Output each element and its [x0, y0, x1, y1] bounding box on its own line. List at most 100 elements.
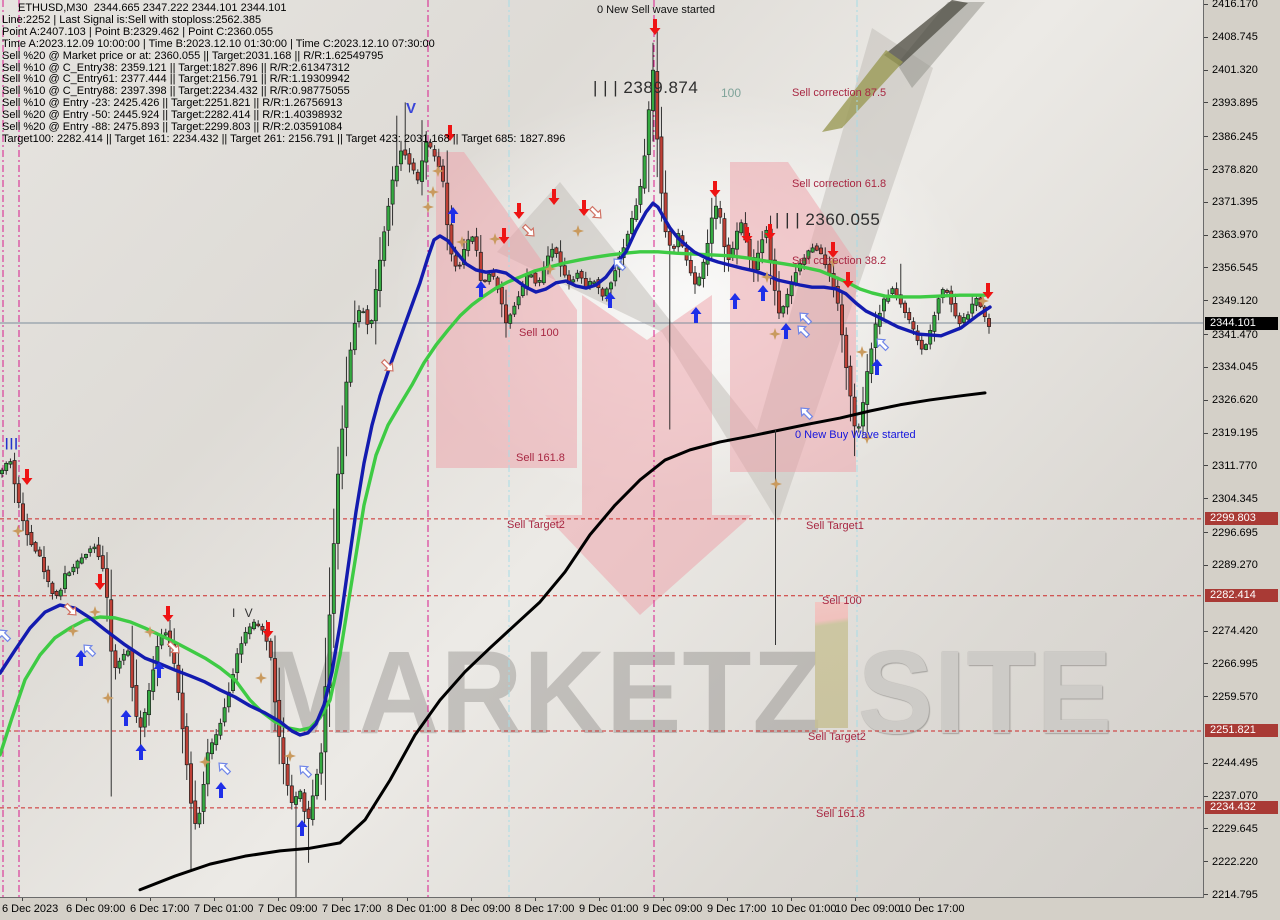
bull-candle	[394, 165, 399, 182]
bull-candle	[882, 298, 886, 312]
bull-candle	[147, 690, 151, 716]
bear-candle	[105, 568, 109, 598]
buy-arrow-icon	[215, 782, 227, 798]
sell-hollow-arrow-icon	[83, 644, 97, 658]
bull-candle	[88, 548, 93, 553]
star-icon	[284, 750, 296, 762]
bear-candle	[667, 231, 672, 246]
bear-candle	[844, 334, 849, 369]
price-axis[interactable]: 2416.170 2408.745 2401.320 2393.895 2386.245…	[1204, 0, 1280, 901]
bull-candle	[470, 236, 475, 242]
time-label: 7 Dec 01:00	[194, 903, 254, 915]
time-label: 6 Dec 17:00	[130, 903, 190, 915]
bear-candle	[277, 699, 282, 737]
bull-candle	[247, 626, 252, 635]
sell-arrow-icon	[842, 272, 854, 288]
price-tick	[1204, 828, 1208, 830]
sell-arrow-icon	[444, 125, 456, 141]
buy-arrow-icon	[447, 207, 459, 223]
bull-candle	[508, 314, 513, 324]
bear-candle	[533, 272, 538, 284]
bear-candle	[100, 555, 105, 569]
sell-hollow-arrow-icon	[797, 325, 811, 339]
bear-candle	[25, 520, 30, 536]
buy-arrow-icon	[135, 744, 147, 760]
bull-candle	[936, 298, 941, 314]
bull-candle	[604, 288, 609, 297]
bear-candle	[747, 238, 752, 260]
bull-candle	[714, 205, 718, 219]
bear-candle	[273, 658, 277, 703]
bear-candle	[457, 264, 462, 267]
bull-candle	[151, 669, 156, 692]
sell-hollow-arrow-icon	[800, 407, 814, 421]
price-tick	[1204, 532, 1208, 534]
bull-candle	[294, 796, 298, 805]
time-label: 7 Dec 09:00	[258, 903, 318, 915]
bear-candle	[554, 247, 559, 254]
time-label: 10 Dec 17:00	[899, 903, 965, 915]
bear-candle	[852, 396, 857, 427]
watermark-shape	[884, 0, 968, 66]
star-icon	[489, 233, 501, 245]
price-tick	[1204, 201, 1208, 203]
bull-candle	[810, 247, 815, 253]
price-tick	[1204, 136, 1208, 138]
star-icon	[12, 525, 24, 537]
buy-arrow-icon	[729, 293, 741, 309]
bear-candle	[672, 245, 676, 249]
bear-candle	[134, 685, 139, 717]
bull-candle	[352, 323, 357, 351]
buy-arrow-icon	[604, 292, 616, 308]
bear-candle	[445, 182, 450, 226]
bear-candle	[848, 365, 853, 397]
bull-candle	[651, 69, 655, 111]
sell-arrow-icon	[513, 203, 525, 219]
price-tick	[1204, 102, 1208, 104]
sell-arrow-icon	[262, 622, 274, 638]
info-line: Sell %10 @ C_Entry88: 2397.398 || Target…	[2, 85, 350, 98]
bear-candle	[726, 244, 731, 261]
bull-candle	[529, 274, 534, 278]
bear-candle	[42, 557, 46, 573]
info-line: ETHUSD,M30 2344.665 2347.222 2344.101 23…	[18, 2, 287, 14]
price-tick	[1204, 169, 1208, 170]
bull-candle	[609, 282, 613, 290]
bull-candle	[75, 560, 80, 569]
price-label: 2311.770	[1212, 459, 1258, 472]
price-tick	[1204, 234, 1208, 236]
sell-arrow-icon	[764, 224, 776, 240]
star-icon	[255, 672, 267, 684]
info-line: Sell %20 @ Market price or at: 2360.055 …	[2, 49, 384, 62]
buy-arrow-icon	[871, 359, 883, 375]
bull-candle	[117, 660, 122, 669]
time-axis[interactable]: 6 Dec 2023 6 Dec 09:00 6 Dec 17:00 7 Dec 01…	[0, 898, 1280, 920]
star-icon	[432, 165, 444, 177]
bull-candle	[869, 348, 874, 374]
sell-hollow-arrow-icon	[613, 258, 627, 272]
bear-candle	[432, 149, 437, 157]
sell-arrow-icon	[94, 574, 106, 590]
bull-candle	[525, 275, 529, 287]
ma-navy-line	[0, 201, 992, 737]
chart-surface[interactable]: MARKETZ SITE ETHUSD,M30 2344.665 2347.22…	[0, 0, 1204, 898]
time-label: 8 Dec 01:00	[387, 903, 447, 915]
bull-candle	[386, 205, 391, 231]
bull-candle	[537, 280, 542, 283]
time-tick	[919, 898, 920, 901]
bull-candle	[390, 179, 395, 205]
price-tick	[1204, 36, 1208, 38]
watermark-shape	[545, 295, 752, 615]
star-icon	[761, 271, 773, 283]
price-label: 2386.245	[1212, 130, 1258, 143]
price-tick	[1204, 399, 1208, 401]
bear-candle	[109, 599, 114, 652]
star-icon	[977, 295, 989, 307]
bull-candle	[218, 722, 223, 736]
bull-candle	[399, 150, 403, 165]
signal-info-panel: ETHUSD,M30 2344.665 2347.222 2344.101 23…	[2, 2, 565, 146]
info-line: Sell %20 @ Entry -88: 2475.893 || Target…	[2, 121, 343, 134]
star-icon	[572, 225, 584, 237]
bear-candle	[138, 717, 143, 728]
bear-candle	[945, 290, 949, 293]
